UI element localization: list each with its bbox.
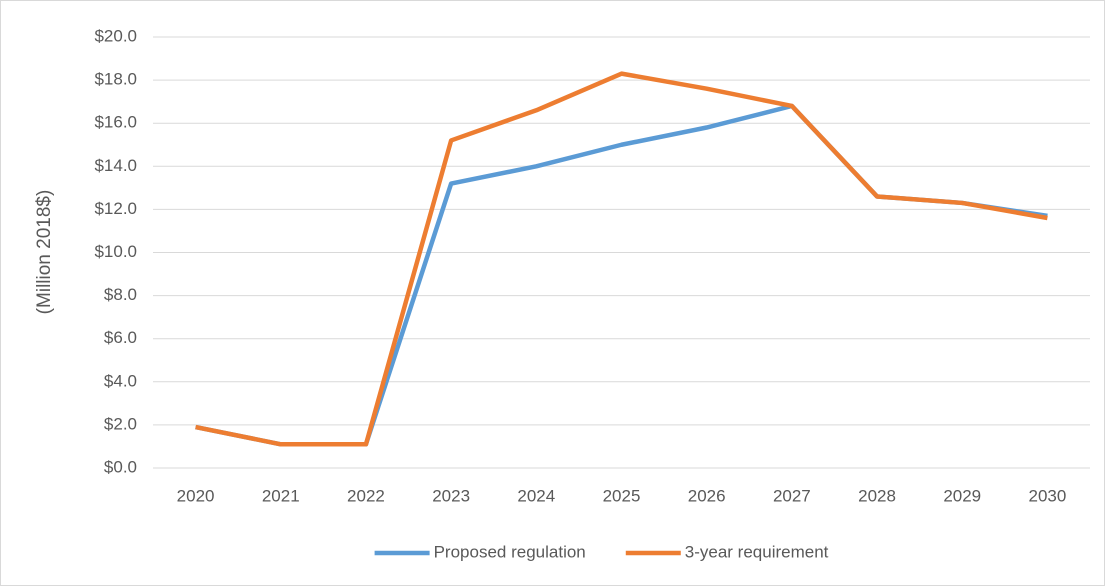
- y-tick-label: $18.0: [94, 70, 137, 89]
- x-tick-label: 2028: [858, 486, 896, 505]
- x-tick-label: 2020: [177, 486, 215, 505]
- y-tick-label: $12.0: [94, 199, 137, 218]
- x-tick-label: 2022: [347, 486, 385, 505]
- y-tick-label: $20.0: [94, 26, 137, 45]
- x-tick-label: 2024: [517, 486, 555, 505]
- y-tick-label: $10.0: [94, 242, 137, 261]
- y-tick-label: $6.0: [104, 328, 137, 347]
- y-tick-label: $8.0: [104, 285, 137, 304]
- x-tick-label: 2027: [773, 486, 811, 505]
- x-tick-label: 2021: [262, 486, 300, 505]
- y-tick-label: $2.0: [104, 414, 137, 433]
- y-tick-label: $4.0: [104, 371, 137, 390]
- x-tick-label: 2023: [432, 486, 470, 505]
- data-line: [195, 71, 1048, 447]
- y-tick-label: $0.0: [104, 457, 137, 476]
- y-tick-label: $16.0: [94, 113, 137, 132]
- x-tick-label: 2029: [943, 486, 981, 505]
- x-tick-label: 2025: [603, 486, 641, 505]
- legend-label: Proposed regulation: [434, 542, 586, 561]
- y-tick-label: $14.0: [94, 156, 137, 175]
- y-axis-label: (Million 2018$): [34, 190, 55, 315]
- x-tick-label: 2030: [1028, 486, 1066, 505]
- legend-label: 3-year requirement: [685, 542, 829, 561]
- x-tick-label: 2026: [688, 486, 726, 505]
